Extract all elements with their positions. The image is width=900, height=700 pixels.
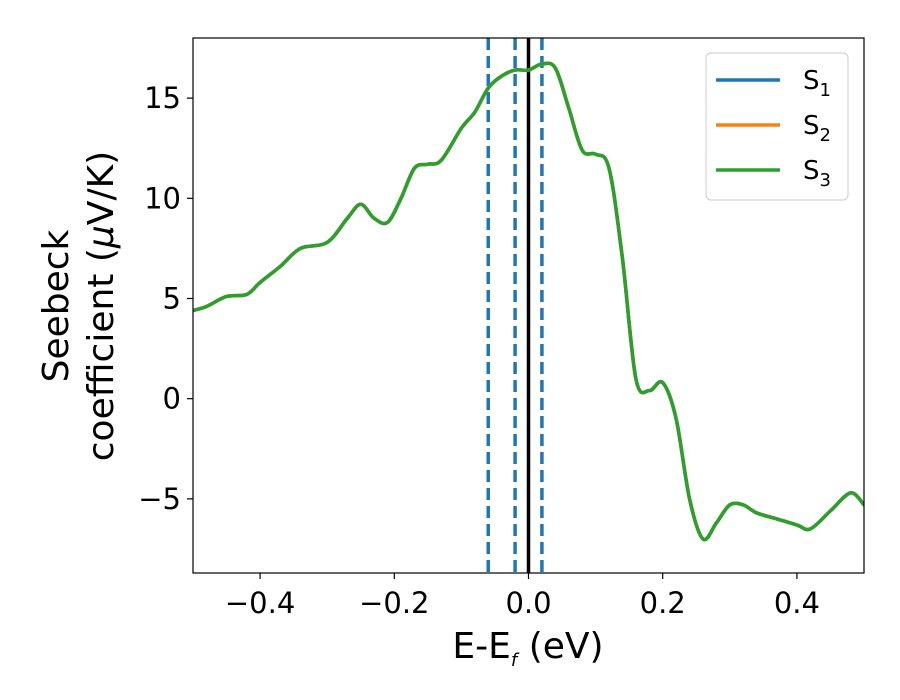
legend-label-s1: S1: [803, 66, 831, 101]
y-axis-label-line2: coefficient (μV/K): [81, 151, 122, 461]
reference-lines: [486, 38, 544, 573]
x-tick-label: 0.0: [505, 586, 551, 620]
x-axis-label-unit: (eV): [517, 626, 603, 667]
y-tick-label: 5: [163, 281, 181, 315]
y-tick-label: −5: [138, 482, 181, 516]
y-tick-label: 10: [144, 181, 181, 215]
series-lines: [193, 61, 864, 542]
y-axis-label-text: coefficient (: [81, 248, 122, 461]
x-axis-label: E-Ef (eV): [452, 626, 603, 671]
x-tick-label: −0.2: [359, 586, 429, 620]
y-tick-label: 15: [144, 81, 181, 115]
y-axis-label-line1: Seebeck: [36, 229, 77, 382]
x-tick-label: 0.2: [640, 586, 686, 620]
x-axis-label-main: E-E: [452, 626, 510, 667]
x-axis-label-sub: f: [511, 650, 520, 671]
legend-label-s3: S3: [803, 156, 831, 191]
y-axis-label: Seebeck coefficient (μV/K): [36, 151, 122, 461]
x-axis-ticks: −0.4 −0.2 0.0 0.2 0.4: [225, 573, 820, 620]
x-tick-label: −0.4: [225, 586, 295, 620]
legend: S1 S2 S3: [705, 52, 849, 201]
y-axis-label-mu: μ: [81, 225, 122, 249]
y-axis-ticks: −5 0 5 10 15: [138, 81, 193, 516]
legend-label-s2: S2: [803, 111, 831, 146]
x-tick-label: 0.4: [774, 586, 820, 620]
y-axis-label-unit: V/K): [81, 151, 122, 225]
series-line-s3: [193, 61, 864, 542]
y-tick-label: 0: [163, 382, 181, 416]
